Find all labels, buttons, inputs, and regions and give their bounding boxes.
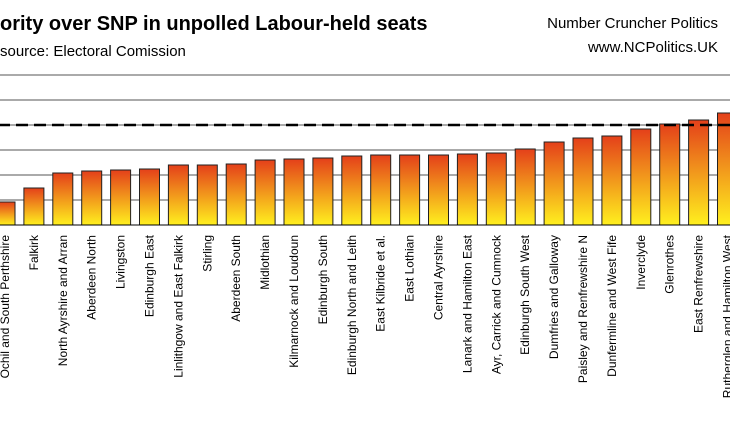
- bar: [312, 157, 334, 226]
- x-tick-label: Edinburgh East: [143, 234, 157, 317]
- x-tick-label: Ayr, Carrick and Cumnock: [489, 234, 503, 374]
- bar: [283, 158, 305, 226]
- x-tick-label: Inverclyde: [634, 235, 648, 290]
- bar: [485, 152, 507, 226]
- x-tick-label: Stirling: [200, 235, 214, 272]
- x-tick-label: Falkirk: [27, 234, 41, 270]
- x-tick-label: East Renfrewshire: [692, 235, 706, 333]
- x-tick-label: East Kilbride et al.: [374, 235, 388, 332]
- credit-url: www.NCPolitics.UK: [587, 39, 718, 56]
- bar: [139, 168, 160, 226]
- x-tick-label: Central Ayrshire: [432, 235, 446, 320]
- bar: [52, 172, 74, 226]
- bar: [225, 163, 247, 226]
- x-tick-label: Dunfermline and West Fife: [605, 235, 619, 377]
- x-tick-label: Edinburgh South: [316, 235, 330, 324]
- bar: [601, 135, 623, 226]
- bar: [514, 148, 536, 226]
- x-tick-label: Edinburgh South West: [518, 234, 532, 355]
- bar: [0, 201, 16, 226]
- chart-title: ority over SNP in unpolled Labour-held s…: [0, 13, 427, 35]
- bar: [23, 187, 45, 226]
- bar: [167, 164, 189, 226]
- bar: [717, 112, 730, 226]
- bar: [341, 155, 363, 226]
- bar: [543, 141, 565, 226]
- x-tick-label: Glenrothes: [663, 235, 677, 294]
- chart-subtitle: source: Electoral Comission: [0, 43, 186, 60]
- bar: [630, 128, 652, 226]
- x-tick-label: Linlithgow and East Falkirk: [171, 234, 185, 378]
- x-tick-label: Dumfries and Galloway: [547, 235, 561, 359]
- x-tick-label: Livingston: [114, 235, 128, 289]
- bar: [196, 164, 218, 226]
- bar: [370, 154, 392, 226]
- credit: Number Cruncher Politics: [547, 15, 718, 32]
- bar: [572, 137, 594, 226]
- bar: [254, 159, 276, 226]
- x-tick-label: Aberdeen South: [229, 235, 243, 322]
- bar: [110, 169, 132, 226]
- x-tick-label: Ochil and South Perthshire: [0, 235, 12, 379]
- x-tick-label: Rutherglen and Hamilton West: [721, 234, 730, 398]
- x-tick-label: Paisley and Renfrewshire N: [576, 235, 590, 383]
- x-tick-label: Edinburgh North and Leith: [345, 235, 359, 375]
- bar: [81, 170, 103, 226]
- bar: [456, 153, 478, 226]
- x-tick-label: Lanark and Hamilton East: [460, 234, 474, 373]
- x-tick-label: Aberdeen North: [85, 235, 99, 320]
- x-tick-label: Kilmarnock and Loudoun: [287, 235, 301, 368]
- x-tick-label: North Ayrshire and Arran: [56, 235, 70, 366]
- bar: [659, 123, 681, 226]
- x-tick-label: Midlothian: [258, 235, 272, 290]
- x-tick-label: East Lothian: [403, 235, 417, 302]
- bar: [688, 119, 710, 226]
- bar: [428, 154, 449, 226]
- bar: [399, 154, 421, 226]
